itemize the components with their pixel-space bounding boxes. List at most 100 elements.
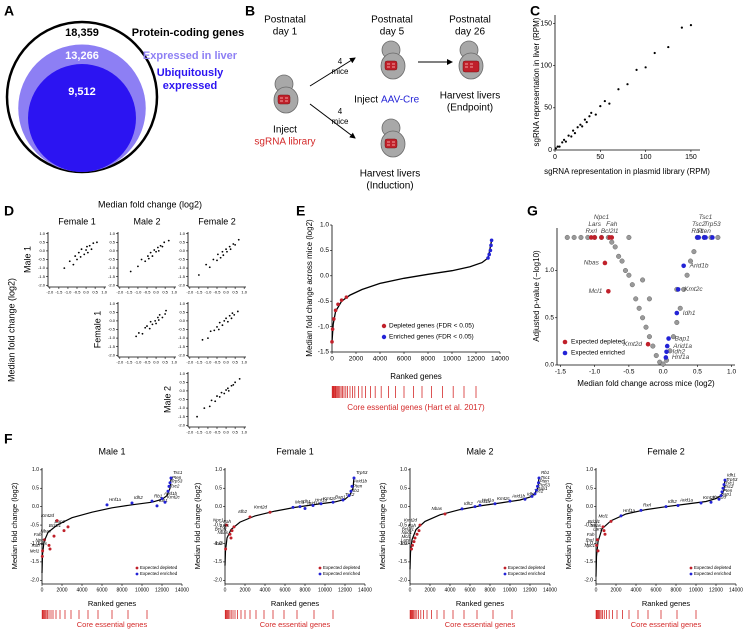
x-tick-label: 150 <box>685 154 697 161</box>
x-tick-label: -0.5 <box>214 429 222 434</box>
point <box>76 258 78 261</box>
y-axis-label: Median fold change (log2) <box>378 482 387 569</box>
gene-point <box>723 478 727 482</box>
gene-label: Tsc1 <box>541 475 551 480</box>
point <box>225 248 227 251</box>
x-tick-label: 2000 <box>610 587 621 593</box>
point <box>684 272 690 278</box>
point <box>640 277 646 283</box>
step-text: Inject <box>273 125 297 136</box>
point <box>332 317 336 321</box>
x-tick-label: 14000 <box>175 587 189 593</box>
gene-label: Nbas <box>217 530 228 535</box>
legend-label: Expected depleted <box>508 565 546 570</box>
point <box>156 246 159 249</box>
y-tick-label: 0.5 <box>39 239 45 244</box>
gene-label: Fah <box>408 523 416 528</box>
point <box>626 83 629 86</box>
point <box>207 337 209 339</box>
arrow <box>309 57 356 87</box>
y-tick-label: -0.5 <box>178 327 186 332</box>
gene-point <box>717 497 721 501</box>
gene-point <box>588 235 594 240</box>
y-tick-label: 1.0 <box>586 467 593 473</box>
y-tick-label: -1.5 <box>398 559 407 565</box>
gene-label: Idh1 <box>527 491 536 496</box>
point <box>147 257 150 260</box>
point <box>644 66 647 69</box>
gene-point <box>232 525 236 529</box>
legend-label: Expected enriched <box>140 571 178 576</box>
point <box>165 309 167 312</box>
point <box>217 253 219 256</box>
point <box>197 274 200 276</box>
x-axis-label: Ranked genes <box>456 599 505 608</box>
matrix-title: Median fold change (log2) <box>98 199 202 209</box>
y-tick-label: -1.5 <box>178 414 186 419</box>
point <box>603 99 606 103</box>
gene-label: Mcl1 <box>401 534 411 539</box>
x-tick-label: 6000 <box>397 356 412 363</box>
gene-label: Arid1a <box>306 501 321 506</box>
x-tick-label: 0.0 <box>659 369 668 376</box>
x-axis-label: sgRNA representation in plasmid library … <box>544 167 710 176</box>
column-title: Male 2 <box>133 216 160 226</box>
gene-label: Trp53 <box>704 221 721 228</box>
point <box>226 387 229 390</box>
gene-label: Tsc1 <box>173 470 183 475</box>
x-tick-label: 1.0 <box>727 369 736 376</box>
x-tick-label: 0.0 <box>153 359 159 364</box>
y-tick-label: 1.0 <box>179 231 185 236</box>
legend-marker <box>318 566 322 570</box>
x-tick-label: 2000 <box>239 587 250 593</box>
timepoint: day 1 <box>273 27 298 38</box>
x-tick-label: 0.5 <box>693 369 702 376</box>
y-tick-label: 0.5 <box>32 486 39 492</box>
x-tick-label: 0.5 <box>162 289 168 294</box>
y-tick-label: -1.0 <box>398 541 407 547</box>
point <box>214 400 217 403</box>
point <box>594 113 597 116</box>
gene-point <box>248 515 252 519</box>
gene-label: Bcl2l1 <box>402 526 415 531</box>
liver-pattern <box>465 63 473 68</box>
legend-marker <box>562 339 568 345</box>
gene-label: Kmt2c <box>703 495 717 500</box>
point <box>622 268 628 274</box>
gene-label: Bap1 <box>537 486 548 491</box>
x-tick-label: 12000 <box>467 356 485 363</box>
x-axis-label: Ranked genes <box>88 599 137 608</box>
gene-point <box>411 543 414 547</box>
y-tick-label: 0.5 <box>179 379 185 384</box>
point <box>561 141 564 144</box>
point <box>573 132 577 135</box>
y-tick-label: -2.0 <box>108 352 116 357</box>
x-tick-label: 0 <box>595 587 598 593</box>
column-title: Female 2 <box>198 216 236 226</box>
gene-point <box>168 481 172 485</box>
point <box>161 316 164 319</box>
x-tick-label: -0.5 <box>144 359 152 364</box>
x-tick-label: 1.0 <box>241 359 247 364</box>
x-tick-label: -1.0 <box>64 289 72 294</box>
point <box>626 272 632 278</box>
gene-point <box>303 507 307 511</box>
point <box>230 384 233 387</box>
point <box>86 251 89 254</box>
point <box>63 267 66 269</box>
point <box>619 258 625 264</box>
gene-label: Bcl2l1 <box>601 228 619 235</box>
gene-point <box>719 494 723 498</box>
gene-label: Trp53 <box>726 477 738 482</box>
x-tick-label: 50 <box>596 154 604 161</box>
y-tick-label: -1.0 <box>108 335 116 340</box>
legend-marker <box>503 572 507 576</box>
y-axis-label: Median fold change (log2) <box>193 482 202 569</box>
venn-circle <box>28 64 136 172</box>
step-text: Harvest livers <box>440 91 501 102</box>
point <box>209 330 212 333</box>
y-tick-label: -2.0 <box>178 352 186 357</box>
point <box>96 241 98 244</box>
x-axis-label: Ranked genes <box>271 599 320 608</box>
y-axis-label: Adjusted p-value (−log10) <box>532 250 541 342</box>
